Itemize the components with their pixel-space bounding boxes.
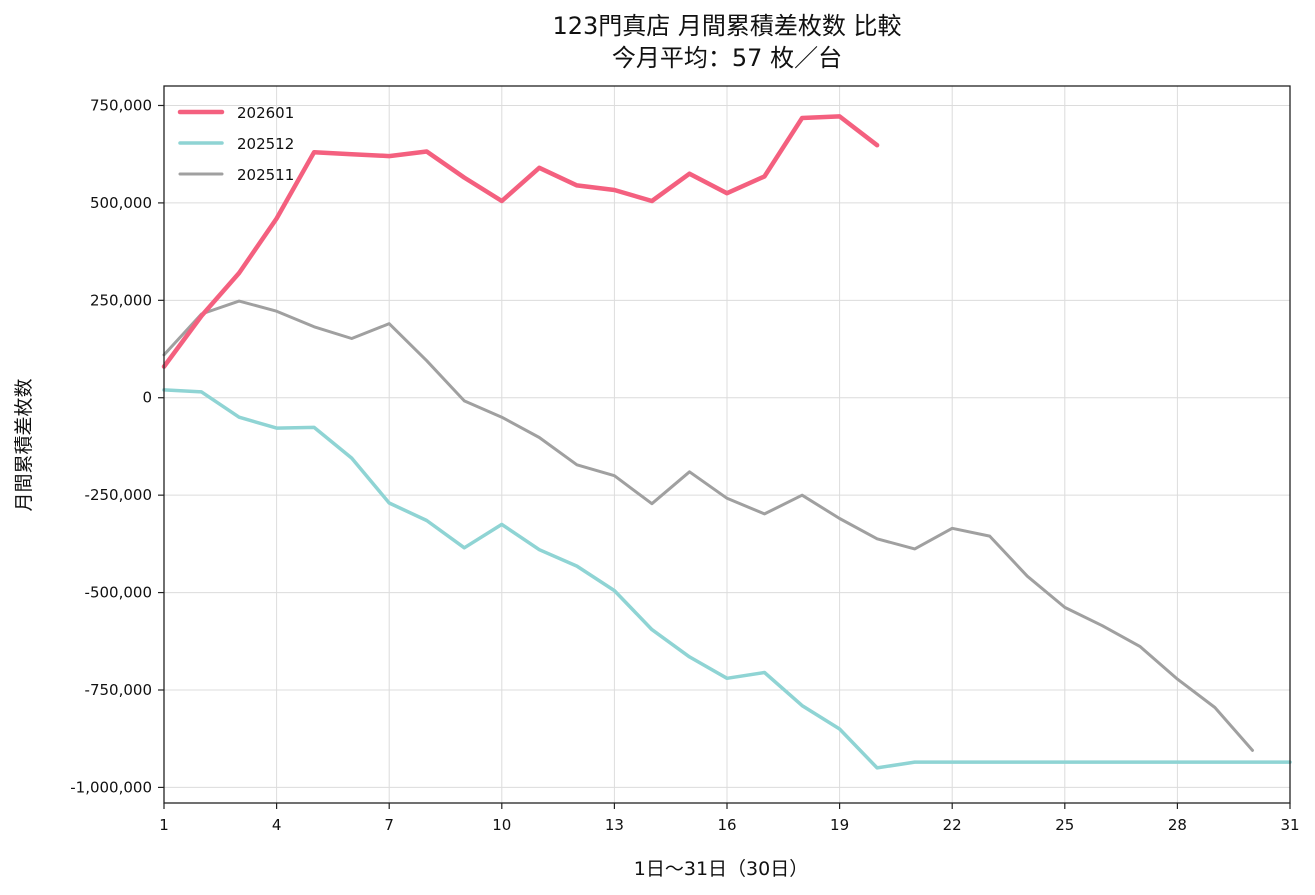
chart-subtitle: 今月平均：57 枚／台 xyxy=(612,44,842,72)
y-tick-label: -250,000 xyxy=(85,486,152,504)
chart-title: 123門真店 月間累積差枚数 比較 xyxy=(552,12,901,40)
y-tick-label: -1,000,000 xyxy=(70,778,152,796)
x-axis-ticks: 1 4 7 10 13 16 19 22 25 28 31 xyxy=(159,803,1300,834)
legend-label-202601: 202601 xyxy=(237,104,294,122)
x-tick-label: 19 xyxy=(830,816,849,834)
x-tick-label: 31 xyxy=(1280,816,1299,834)
x-tick-label: 4 xyxy=(272,816,282,834)
series-line-202511 xyxy=(162,299,1254,752)
y-tick-label: 250,000 xyxy=(90,291,152,309)
y-tick-label: 0 xyxy=(142,389,152,407)
series-line-202601 xyxy=(161,114,880,369)
x-tick-label: 28 xyxy=(1168,816,1187,834)
y-tick-label: -750,000 xyxy=(85,681,152,699)
x-tick-label: 25 xyxy=(1055,816,1074,834)
legend-label-202511: 202511 xyxy=(237,166,294,184)
x-tick-label: 16 xyxy=(717,816,736,834)
y-axis-ticks: 750,000 500,000 250,000 0 -250,000 -500,000 -7… xyxy=(70,96,164,796)
x-axis-label: 1日〜31日（30日） xyxy=(634,858,808,880)
series-line-202512 xyxy=(162,388,1292,770)
y-tick-label: 500,000 xyxy=(90,194,152,212)
legend: 202601 202512 202511 xyxy=(177,104,294,184)
x-tick-label: 1 xyxy=(159,816,169,834)
x-tick-label: 22 xyxy=(943,816,962,834)
x-tick-label: 7 xyxy=(384,816,394,834)
y-tick-label: 750,000 xyxy=(90,96,152,114)
x-tick-label: 10 xyxy=(492,816,511,834)
y-tick-label: -500,000 xyxy=(85,584,152,602)
y-axis-label: 月間累積差枚数 xyxy=(13,378,35,511)
x-tick-label: 13 xyxy=(605,816,624,834)
series-lines xyxy=(161,114,1292,770)
legend-label-202512: 202512 xyxy=(237,135,294,153)
